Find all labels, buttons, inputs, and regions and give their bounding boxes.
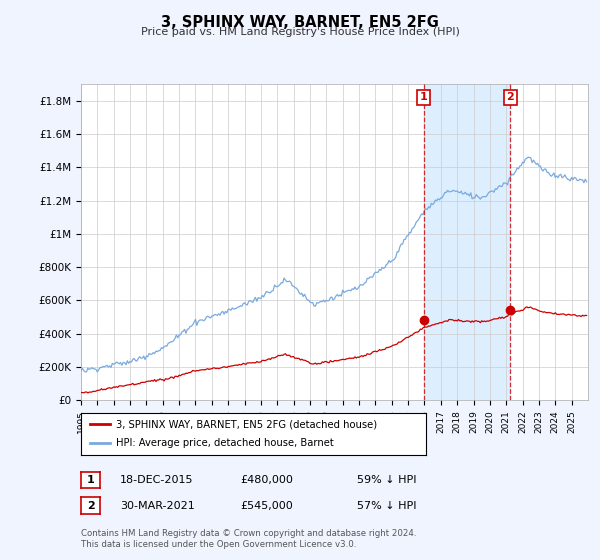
Text: £480,000: £480,000	[240, 475, 293, 485]
Text: 2: 2	[506, 92, 514, 102]
Text: 1: 1	[420, 92, 428, 102]
Text: 2: 2	[87, 501, 94, 511]
Text: HPI: Average price, detached house, Barnet: HPI: Average price, detached house, Barn…	[115, 438, 333, 449]
Text: 3, SPHINX WAY, BARNET, EN5 2FG (detached house): 3, SPHINX WAY, BARNET, EN5 2FG (detached…	[115, 419, 377, 429]
Text: £545,000: £545,000	[240, 501, 293, 511]
Text: Contains HM Land Registry data © Crown copyright and database right 2024.
This d: Contains HM Land Registry data © Crown c…	[81, 529, 416, 549]
Text: 18-DEC-2015: 18-DEC-2015	[120, 475, 193, 485]
Text: Price paid vs. HM Land Registry's House Price Index (HPI): Price paid vs. HM Land Registry's House …	[140, 27, 460, 37]
Text: 30-MAR-2021: 30-MAR-2021	[120, 501, 195, 511]
Text: 59% ↓ HPI: 59% ↓ HPI	[357, 475, 416, 485]
Text: 1: 1	[87, 475, 94, 485]
Text: 57% ↓ HPI: 57% ↓ HPI	[357, 501, 416, 511]
Text: 3, SPHINX WAY, BARNET, EN5 2FG: 3, SPHINX WAY, BARNET, EN5 2FG	[161, 15, 439, 30]
Bar	[424, 84, 511, 400]
